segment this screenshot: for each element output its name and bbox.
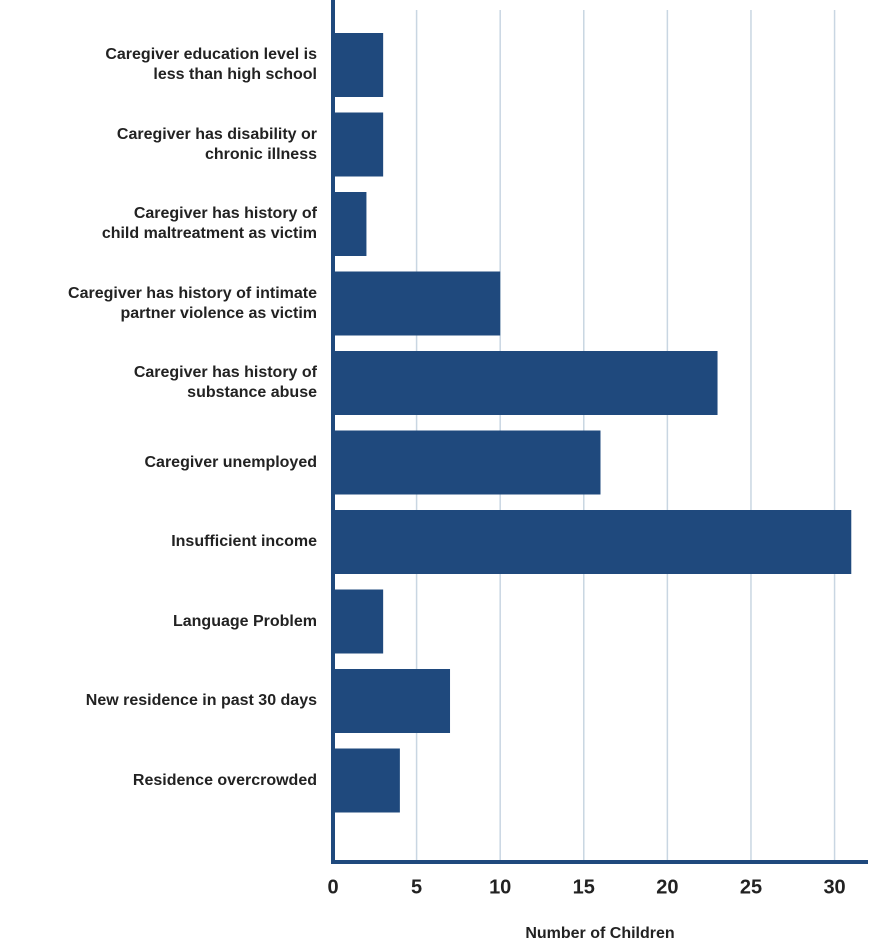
x-tick-label: 5	[411, 876, 422, 898]
y-tick-label: Caregiver has history of child maltreatm…	[101, 205, 317, 242]
y-tick-label: Insufficient income	[171, 533, 317, 550]
bar	[333, 589, 384, 654]
x-tick-label: 0	[327, 876, 338, 898]
bar	[333, 510, 852, 574]
bar	[333, 192, 367, 256]
x-tick-label: 10	[489, 876, 511, 898]
bar	[333, 271, 501, 336]
x-axis-title: Number of Children	[525, 925, 674, 942]
bar	[333, 33, 384, 97]
bar	[333, 351, 718, 415]
y-tick-label: Residence overcrowded	[132, 771, 317, 789]
y-tick-label: New residence in past 30 days	[85, 692, 317, 709]
x-tick-label: 30	[823, 876, 845, 898]
y-tick-label: Caregiver has history of substance abuse	[133, 364, 317, 401]
bar	[333, 669, 451, 733]
y-tick-label: Caregiver education level is less than h…	[105, 46, 317, 83]
y-tick-label: Language Problem	[172, 612, 317, 630]
y-tick-label: Caregiver has history of intimate partne…	[68, 284, 317, 322]
bar	[333, 748, 400, 813]
y-tick-label: Caregiver unemployed	[144, 453, 318, 471]
y-tick-label: Caregiver has disability or chronic illn…	[116, 125, 317, 163]
x-tick-label: 20	[656, 876, 678, 898]
x-tick-label: 15	[573, 876, 595, 898]
bar	[333, 112, 384, 177]
bar	[333, 430, 601, 495]
x-tick-label: 25	[740, 876, 762, 898]
